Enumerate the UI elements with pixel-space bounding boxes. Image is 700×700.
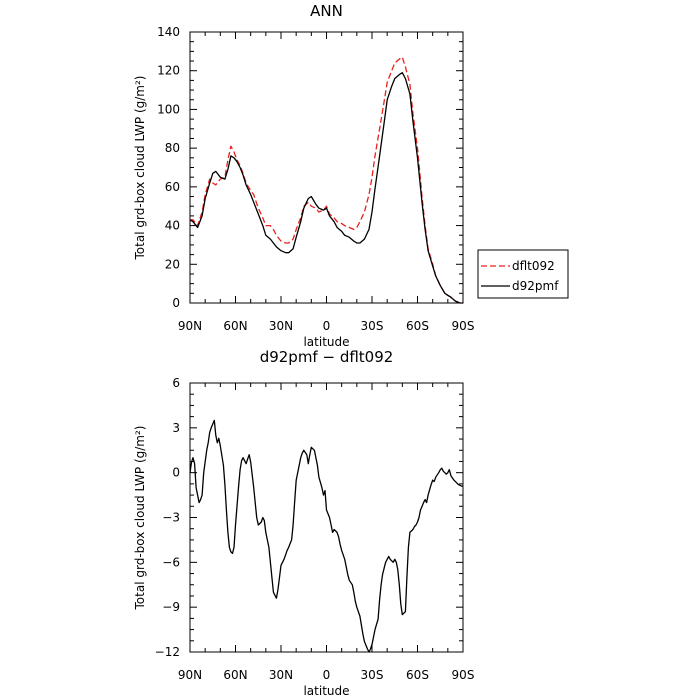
x-tick-label: 30N [269,319,293,333]
legend-box [477,249,569,299]
x-tick-label: 90S [452,668,475,682]
x-tick-label: 60N [223,319,247,333]
y-tick-label: 6 [172,376,180,390]
panel-ann: ANN 90N 60N 30N 0 30S 60S 90S 0 20 40 60 80 100 120 140… [133,2,569,349]
y-tick-label: 40 [165,219,180,233]
legend-entry-d92pmf: d92pmf [512,279,559,293]
y-tick-label: 120 [157,64,180,78]
panel-difference: d92pmf − dflt092 90N 60N 30N 0 30S 60S 90S −12 −9… [133,348,474,698]
y-tick-label: 20 [165,257,180,271]
y-tick-label: −3 [162,511,180,525]
x-tick-label: 90S [452,319,475,333]
series-line-series-0 [189,419,463,653]
series-line-dflt092 [190,56,463,304]
x-tick-label: 60N [223,668,247,682]
x-axis-label: latitude [303,684,349,698]
y-axis-label: Total grd-box cloud LWP (g/m²) [133,76,147,261]
x-tick-label: 30S [361,319,384,333]
x-tick-label: 30N [269,668,293,682]
x-tick-label: 90N [178,319,202,333]
y-tick-label: 140 [157,25,180,39]
y-axis-label: Total grd-box cloud LWP (g/m²) [133,426,147,611]
y-tick-label: 0 [172,296,180,310]
chart-title: d92pmf − dflt092 [260,348,394,366]
y-tick-label: −12 [155,645,180,659]
series-line-d92pmf [189,72,463,304]
x-tick-label: 0 [323,668,331,682]
y-tick-label: 0 [172,466,180,480]
y-tick-label: 60 [165,180,180,194]
x-tick-label: 30S [361,668,384,682]
y-tick-label: 80 [165,141,180,155]
y-tick-label: 100 [157,102,180,116]
legend-entry-dflt092: dflt092 [512,259,555,273]
plot-frame [189,382,464,653]
legend: dflt092 d92pmf [477,249,569,299]
x-tick-label: 60S [406,668,429,682]
x-tick-label: 0 [323,319,331,333]
chart-title: ANN [310,2,343,20]
plot-frame [189,31,464,304]
y-tick-label: −9 [162,600,180,614]
x-tick-label: 90N [178,668,202,682]
y-tick-label: −6 [162,555,180,569]
y-tick-label: 3 [172,421,180,435]
x-tick-label: 60S [406,319,429,333]
x-axis-label: latitude [303,335,349,349]
